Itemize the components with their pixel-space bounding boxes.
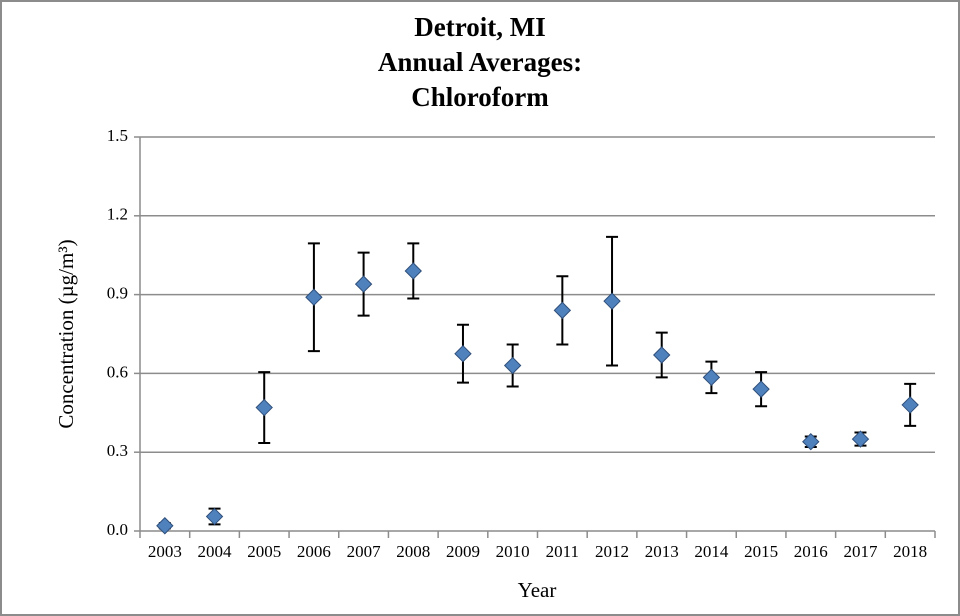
y-tick-label: 0.0 bbox=[107, 520, 128, 539]
data-point bbox=[354, 275, 373, 293]
x-tick-label: 2004 bbox=[198, 542, 233, 561]
x-tick-label: 2016 bbox=[794, 542, 828, 561]
x-tick-label: 2006 bbox=[297, 542, 331, 561]
data-point bbox=[653, 346, 671, 364]
x-tick-label: 2009 bbox=[446, 542, 480, 561]
data-point bbox=[851, 430, 870, 448]
data-point bbox=[802, 432, 820, 451]
chart-title: Annual Averages: bbox=[378, 47, 582, 77]
data-point bbox=[156, 517, 174, 535]
chart-title: Chloroform bbox=[411, 82, 549, 112]
x-tick-label: 2014 bbox=[694, 542, 729, 561]
data-point bbox=[305, 288, 323, 306]
y-tick-label: 0.9 bbox=[107, 284, 128, 303]
chart-title: Detroit, MI bbox=[414, 12, 545, 42]
data-point bbox=[454, 344, 472, 363]
x-tick-label: 2005 bbox=[247, 542, 281, 561]
y-tick-label: 1.2 bbox=[107, 205, 128, 224]
data-point bbox=[752, 380, 770, 398]
x-tick-label: 2007 bbox=[347, 542, 382, 561]
y-axis-title: Concentration (µg/m³) bbox=[54, 239, 78, 428]
data-point bbox=[603, 292, 621, 310]
y-tick-label: 1.5 bbox=[107, 126, 128, 145]
data-point bbox=[702, 368, 721, 387]
data-point bbox=[255, 398, 273, 417]
y-tick-label: 0.6 bbox=[107, 362, 128, 381]
x-tick-label: 2012 bbox=[595, 542, 629, 561]
data-point bbox=[404, 262, 422, 280]
x-tick-label: 2011 bbox=[546, 542, 579, 561]
x-tick-label: 2013 bbox=[645, 542, 679, 561]
x-tick-label: 2003 bbox=[148, 542, 182, 561]
y-tick-label: 0.3 bbox=[107, 441, 128, 460]
x-tick-label: 2008 bbox=[396, 542, 430, 561]
x-tick-label: 2017 bbox=[843, 542, 878, 561]
data-point bbox=[205, 507, 224, 526]
data-point bbox=[503, 356, 522, 375]
data-point bbox=[553, 301, 572, 320]
x-axis-title: Year bbox=[518, 578, 557, 602]
data-point bbox=[901, 396, 919, 414]
x-tick-label: 2018 bbox=[893, 542, 927, 561]
x-tick-label: 2010 bbox=[496, 542, 530, 561]
x-tick-label: 2015 bbox=[744, 542, 778, 561]
